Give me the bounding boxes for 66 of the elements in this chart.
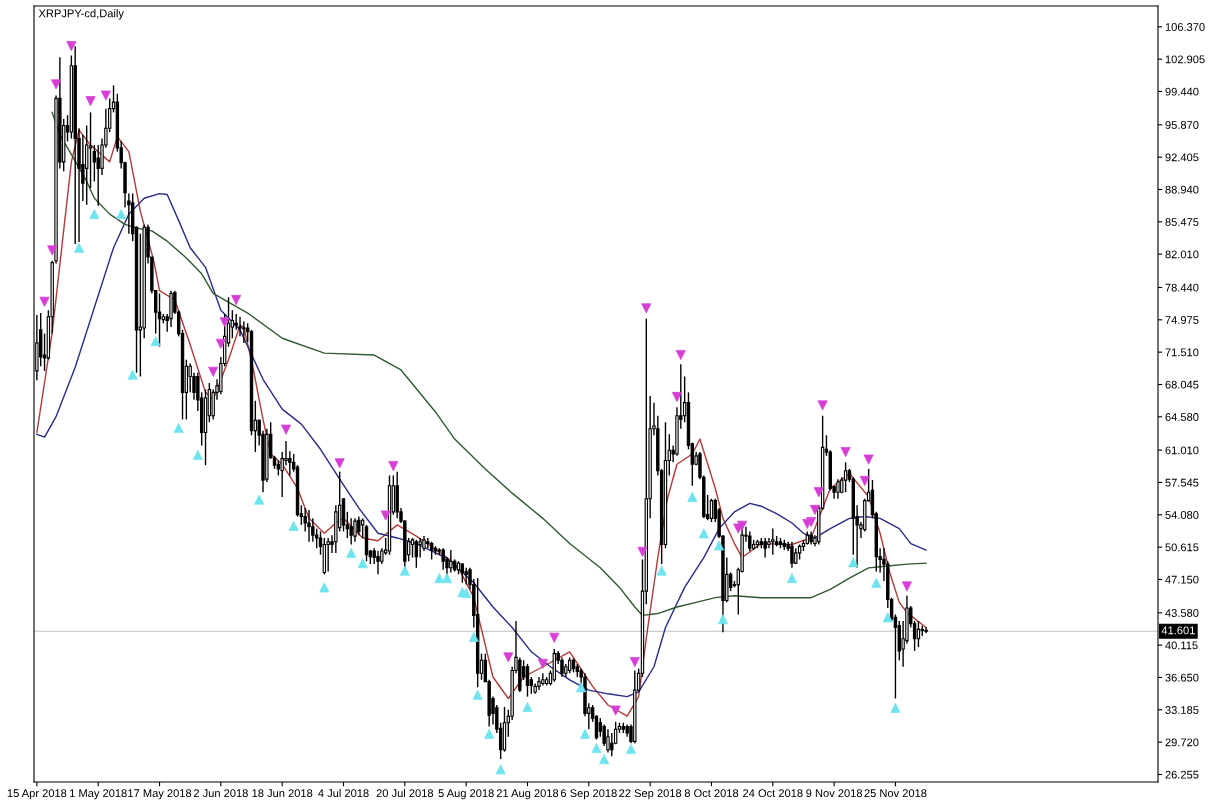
candlestick xyxy=(748,530,752,552)
y-tick-label: 106.370 xyxy=(1165,23,1205,31)
candlestick xyxy=(449,549,453,574)
y-tick-label: 40.115 xyxy=(1165,641,1198,650)
line-series xyxy=(51,111,927,617)
y-tick-label: 36.650 xyxy=(1165,673,1199,682)
candlestick xyxy=(610,732,614,758)
y-tick-label: 71.510 xyxy=(1165,348,1199,357)
x-tick-label: 2 Jun 2018 xyxy=(193,789,248,798)
candlestick xyxy=(709,498,714,523)
y-tick-label: 43.580 xyxy=(1165,609,1199,617)
y-tick-label: 82.010 xyxy=(1165,250,1199,259)
y-tick-label: 57.545 xyxy=(1165,478,1199,487)
x-tick-label: 15 Apr 2018 xyxy=(7,789,67,800)
candlestick xyxy=(606,728,610,754)
y-tick-label: 29.720 xyxy=(1165,738,1199,747)
x-tick-label: 24 Oct 2018 xyxy=(743,789,803,798)
candlestick xyxy=(790,540,794,569)
y-tick-label: 78.440 xyxy=(1165,283,1199,292)
candlestick xyxy=(460,562,465,584)
candlestick xyxy=(96,144,100,207)
x-tick-label: 21 Aug 2018 xyxy=(496,789,559,800)
y-tick-label: 92.405 xyxy=(1165,153,1199,162)
candlestick xyxy=(88,111,93,189)
candlestick xyxy=(464,567,468,586)
candlestick xyxy=(771,527,775,556)
y-tick-label: 54.080 xyxy=(1165,511,1199,519)
y-tick-label: 33.185 xyxy=(1165,706,1199,714)
candlestick xyxy=(326,537,330,573)
x-tick-label: 1 May 2018 xyxy=(70,789,127,800)
y-tick-label: 61.010 xyxy=(1165,446,1199,455)
x-tick-label: 22 Sep 2018 xyxy=(619,789,682,800)
x-tick-label: 25 Nov 2018 xyxy=(864,789,927,798)
y-tick-label: 64.580 xyxy=(1165,413,1199,421)
x-tick-label: 20 Jul 2018 xyxy=(376,788,434,798)
y-tick-label: 47.150 xyxy=(1165,575,1199,584)
candlestick xyxy=(307,509,311,543)
y-tick-label: 50.615 xyxy=(1165,543,1199,552)
y-tick-label: 99.440 xyxy=(1165,87,1199,96)
x-tick-label: 4 Jul 2018 xyxy=(318,788,369,798)
y-tick-label: 68.045 xyxy=(1165,380,1199,389)
y-tick-label: 88.940 xyxy=(1165,185,1199,194)
y-tick-label: 74.975 xyxy=(1165,316,1199,324)
ref-line-label: 41.601 xyxy=(1161,626,1195,635)
candlestick xyxy=(763,537,767,559)
candlestick xyxy=(353,517,357,543)
candlestick xyxy=(376,550,380,576)
candlestick xyxy=(441,547,445,571)
x-tick-label: 5 Aug 2018 xyxy=(438,789,494,800)
x-tick-label: 8 Oct 2018 xyxy=(684,789,739,798)
y-tick-label: 95.870 xyxy=(1165,121,1199,129)
candlestick xyxy=(360,517,365,539)
candlestick xyxy=(242,320,246,344)
x-tick-label: 18 Jun 2018 xyxy=(252,789,313,798)
candlestick xyxy=(414,539,419,569)
candlestick xyxy=(410,537,415,559)
candlestick xyxy=(418,537,422,559)
chart-title: XRPJPY-cd,Daily xyxy=(38,9,124,20)
x-tick-label: 6 Sep 2018 xyxy=(560,789,617,800)
y-tick-label: 102.905 xyxy=(1165,55,1205,64)
x-tick-label: 17 May 2018 xyxy=(128,789,192,800)
candlestick xyxy=(92,144,97,183)
y-tick-label: 85.475 xyxy=(1165,218,1199,226)
x-tick-label: 9 Nov 2018 xyxy=(806,789,863,798)
candlestick xyxy=(836,478,840,500)
y-tick-label: 26.255 xyxy=(1165,770,1199,779)
